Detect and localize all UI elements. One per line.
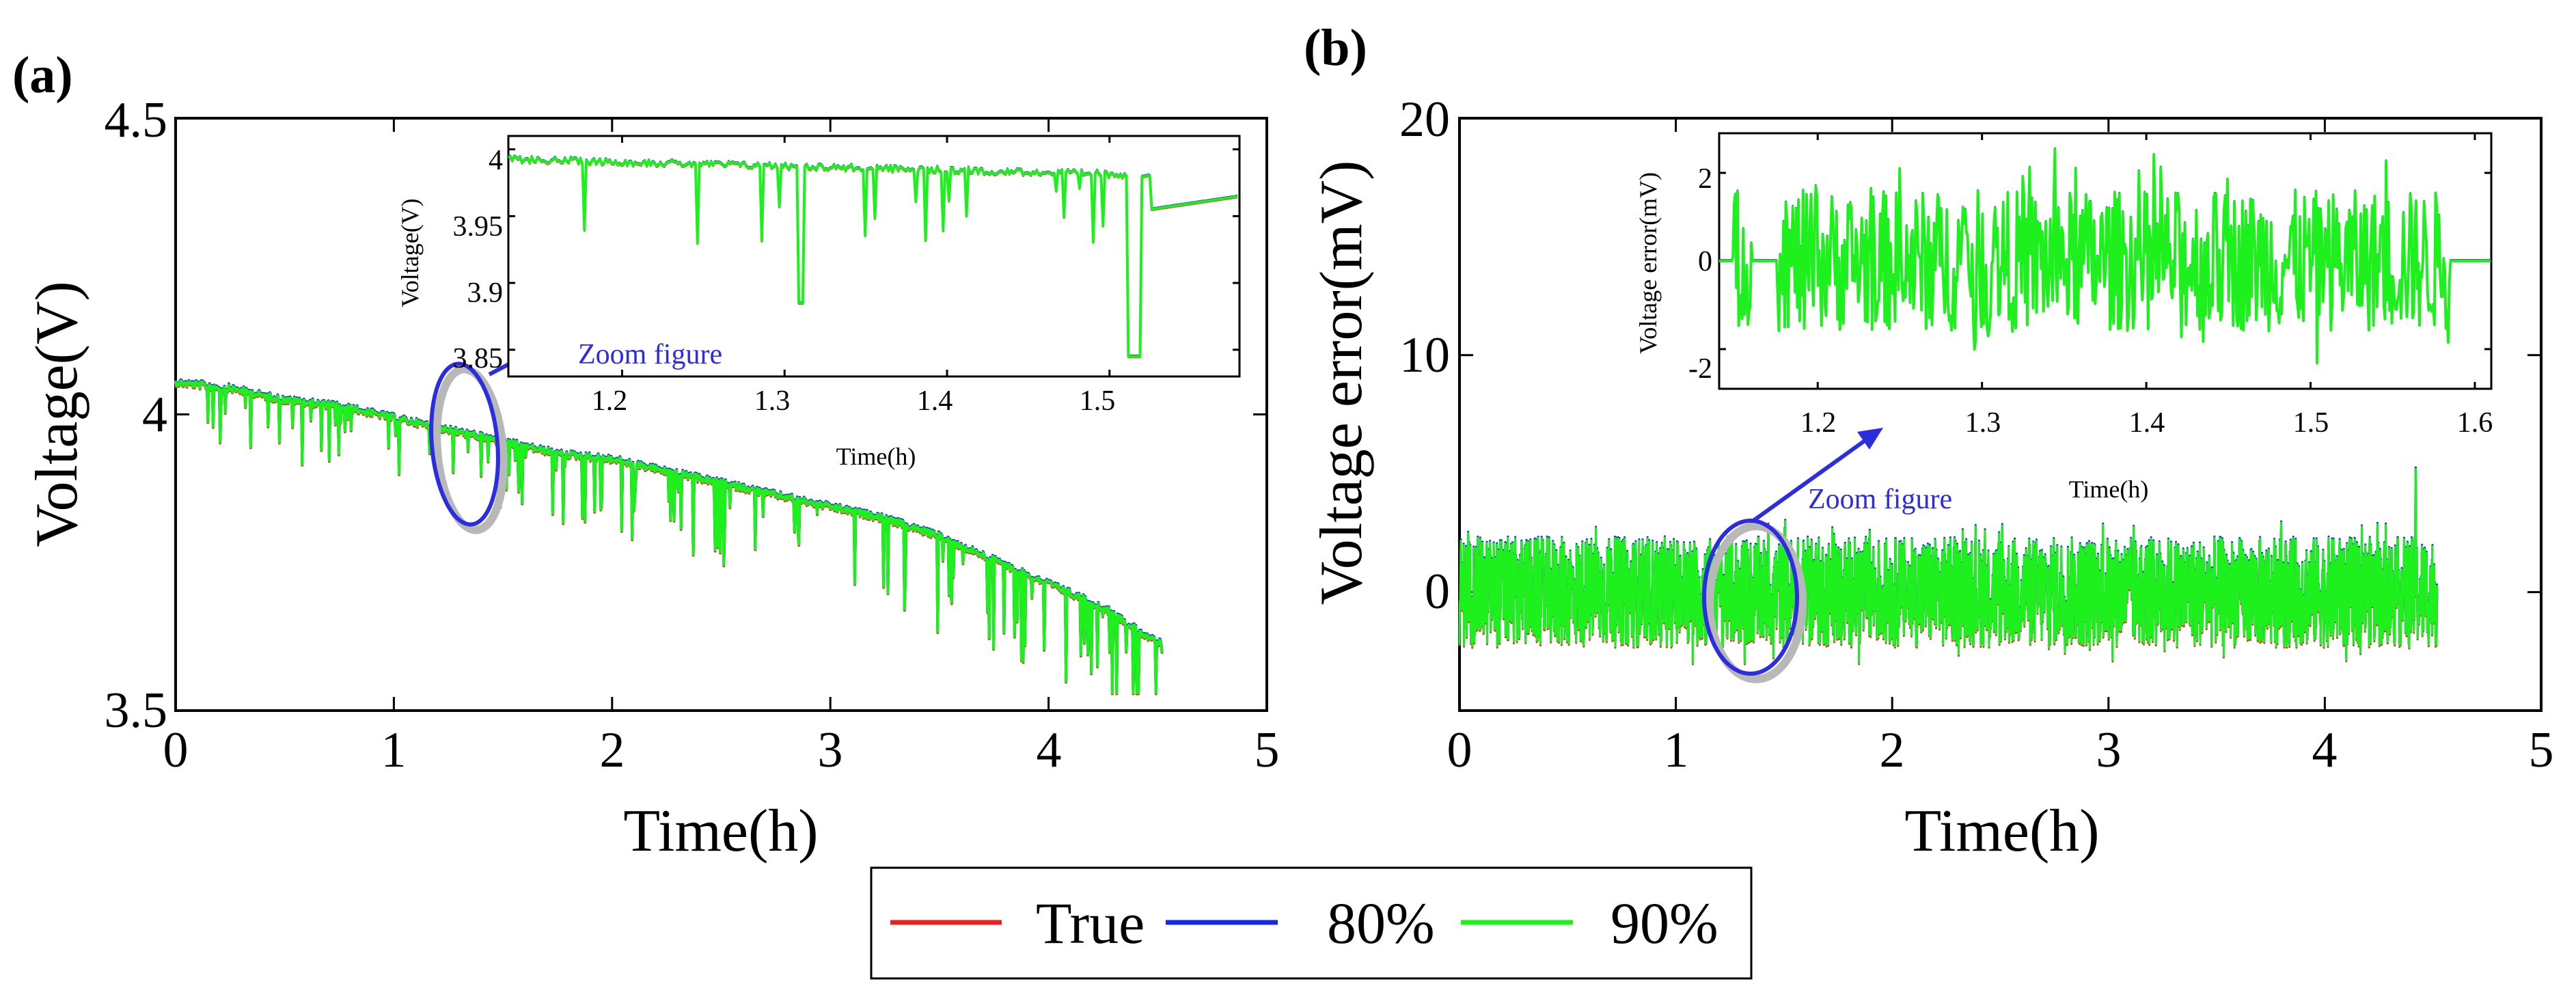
panel-b-y-tick-labels: 0 10 20 xyxy=(1399,92,1450,620)
inset-b-series-90-line xyxy=(1718,148,2491,365)
panel-b-label: (b) xyxy=(1304,19,1367,77)
panel-b-x-tick-label: 0 xyxy=(1447,722,1472,778)
panel-a-y-tick-label: 4.5 xyxy=(105,92,168,148)
panel-a-inset-y-tick-label: 3.9 xyxy=(467,277,504,309)
panel-a-inset-x-tick-label: 1.4 xyxy=(917,385,953,417)
panel-b-x-tick-label: 2 xyxy=(1880,722,1905,778)
panel-a-inset-x-tick-label: 1.3 xyxy=(754,385,791,417)
panel-a-x-tick-label: 4 xyxy=(1037,722,1062,778)
series-true-line xyxy=(174,380,1164,696)
panel-b-y-tick-label: 20 xyxy=(1399,92,1450,148)
panel-b-inset-x-tick-labels: 1.2 1.3 1.4 1.5 1.6 xyxy=(1800,407,2493,439)
series-90-line xyxy=(1458,467,2439,664)
legend-label-true: True xyxy=(1036,890,1145,956)
panel-a-inset-x-tick-label: 1.5 xyxy=(1080,385,1116,417)
panel-a-x-tick-labels: 0 1 2 3 4 5 xyxy=(163,722,1280,778)
panel-a-inset-x-tick-label: 1.2 xyxy=(592,385,628,417)
panel-a-inset-x-axis-title: Time(h) xyxy=(836,443,916,470)
panel-b-inset-y-tick-label: 2 xyxy=(1698,163,1712,195)
panel-a-inset-plot-lines xyxy=(508,154,1238,359)
panel-a-ticks xyxy=(176,118,1267,711)
panel-a-zoom-ellipse xyxy=(429,361,500,527)
panel-b-y-tick-label: 0 xyxy=(1425,564,1450,620)
panel-a-inset-ticks xyxy=(508,136,1239,376)
panel-a-inset-y-tick-label: 3.95 xyxy=(453,211,504,243)
panel-a-inset-y-tick-label: 4 xyxy=(489,145,503,176)
panel-b-inset-y-axis-title: Voltage error(mV) xyxy=(1634,172,1662,354)
panel-a-x-axis-title: Time(h) xyxy=(623,798,818,864)
panel-a-inset-y-tick-label: 3.85 xyxy=(453,343,504,374)
panel-b-inset-x-tick-label: 1.4 xyxy=(2129,407,2165,439)
panel-a-y-tick-label: 3.5 xyxy=(105,683,168,739)
panel-a-y-axis-title: Voltage(V) xyxy=(24,281,90,547)
panel-a-plot-lines xyxy=(174,378,1164,696)
panel-a-zoom-ellipse-shadow xyxy=(433,365,508,534)
panel-a-inset-y-axis-title: Voltage(V) xyxy=(396,198,424,307)
panel-a-zoom-label: Zoom figure xyxy=(578,339,722,370)
panel-b-plot-lines xyxy=(1458,466,2439,665)
panel-b-zoom-arrow-line xyxy=(1752,435,1871,523)
panel-b-x-tick-label: 3 xyxy=(2096,722,2122,778)
panel-b-inset-x-tick-label: 1.5 xyxy=(2293,407,2329,439)
panel-b-axes-frame xyxy=(1458,117,2543,712)
series-90-line xyxy=(174,379,1164,694)
panel-a-y-tick-label: 4 xyxy=(142,387,167,443)
panel-b-x-tick-label: 4 xyxy=(2312,722,2338,778)
panel-a-inset-x-tick-labels: 1.2 1.3 1.4 1.5 xyxy=(592,385,1116,417)
panel-b-zoom-ellipse xyxy=(1702,519,1799,676)
panel-b-x-axis-title: Time(h) xyxy=(1904,798,2099,864)
panel-a-inset-y-tick-labels: 3.85 3.9 3.95 4 xyxy=(453,145,504,374)
panel-a-inset-frame xyxy=(507,135,1241,378)
panel-b-inset-plot-lines xyxy=(1718,147,2491,365)
legend-box xyxy=(870,866,1753,980)
panel-b-inset-x-axis-title: Time(h) xyxy=(2069,476,2149,503)
panel-a: (a) 0 1 2 3 4 5 3.5 4 4.5 Time(h) Voltag… xyxy=(12,46,1280,864)
inset-a-series-90-line xyxy=(508,155,1238,358)
panel-b-inset-y-tick-label: -2 xyxy=(1688,353,1712,385)
panel-a-x-tick-label: 3 xyxy=(818,722,843,778)
panel-a-x-tick-label: 0 xyxy=(163,722,189,778)
panel-a-x-tick-label: 2 xyxy=(600,722,625,778)
panel-b-zoom-label: Zoom figure xyxy=(1808,484,1952,515)
legend-label-80: 80% xyxy=(1327,890,1435,956)
panel-b-x-tick-label: 5 xyxy=(2529,722,2554,778)
panel-a-x-tick-label: 5 xyxy=(1255,722,1280,778)
panel-b-inset-x-tick-label: 1.3 xyxy=(1965,407,2001,439)
panel-b-inset-x-tick-label: 1.2 xyxy=(1800,407,1837,439)
legend: True 80% 90% xyxy=(870,866,1753,980)
series-80-line xyxy=(174,378,1164,694)
panel-b-y-axis-title: Voltage error(mV) xyxy=(1308,161,1375,605)
panel-b-x-tick-labels: 0 1 2 3 4 5 xyxy=(1447,722,2554,778)
panel-a-x-tick-label: 1 xyxy=(381,722,407,778)
panel-a-label: (a) xyxy=(12,46,73,104)
panel-b-x-tick-label: 1 xyxy=(1664,722,1689,778)
panel-b-zoom-arrow-head xyxy=(1857,428,1883,450)
panel-b-y-tick-label: 10 xyxy=(1399,327,1450,383)
panel-b: (b) 0 1 2 3 4 5 0 10 20 Time(h) Voltage … xyxy=(1304,19,2554,864)
panel-b-zoom-ellipse-shadow xyxy=(1705,522,1807,683)
panel-a-y-tick-labels: 3.5 4 4.5 xyxy=(105,92,168,739)
panel-b-inset-x-tick-label: 1.6 xyxy=(2457,407,2493,439)
panel-b-inset-y-tick-labels: -2 0 2 xyxy=(1688,163,1712,385)
panel-b-inset-y-tick-label: 0 xyxy=(1698,246,1712,277)
legend-label-90: 90% xyxy=(1611,890,1718,956)
